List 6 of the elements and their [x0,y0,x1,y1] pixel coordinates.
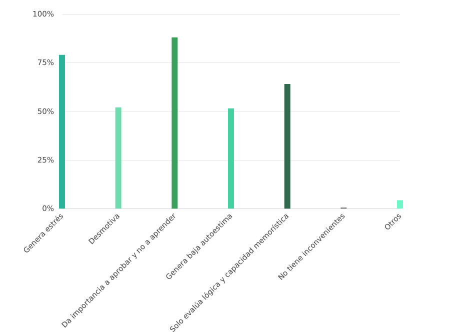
bar [172,37,178,209]
bar [284,84,290,209]
bar [228,108,234,209]
bar [59,54,65,209]
bar [397,200,403,209]
bar [115,107,122,209]
